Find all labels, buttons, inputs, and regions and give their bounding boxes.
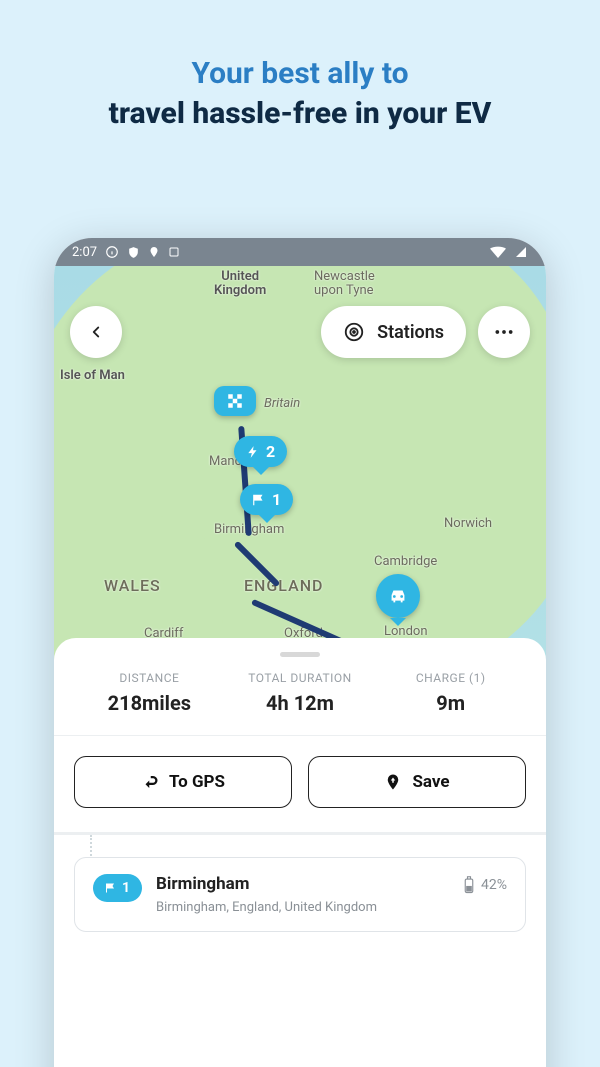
metric-value: 9m	[375, 691, 526, 715]
map-toolbar: Stations	[54, 306, 546, 358]
map[interactable]: United Kingdom Newcastle upon Tyne Isle …	[54, 266, 546, 666]
metrics-row: DISTANCE 218miles TOTAL DURATION 4h 12m …	[54, 671, 546, 735]
more-button[interactable]	[478, 306, 530, 358]
stations-button[interactable]: Stations	[321, 306, 466, 358]
metric-label: TOTAL DURATION	[225, 671, 376, 685]
location-icon	[148, 246, 160, 258]
map-label: Britain	[264, 396, 300, 411]
map-label: WALES	[104, 576, 161, 595]
sheet-grabber[interactable]	[280, 652, 320, 657]
charge-marker[interactable]: 2	[234, 436, 287, 467]
waypoint-card[interactable]: 1 Birmingham Birmingham, England, United…	[74, 857, 526, 932]
divider	[54, 735, 546, 736]
waypoint-text: Birmingham Birmingham, England, United K…	[156, 874, 449, 915]
battery-icon	[463, 876, 475, 894]
status-bar: 2:07	[54, 238, 546, 266]
waypoint-list: 1 Birmingham Birmingham, England, United…	[54, 857, 546, 932]
back-button[interactable]	[70, 306, 122, 358]
signal-icon	[514, 246, 528, 258]
to-gps-label: To GPS	[169, 772, 225, 792]
chevron-left-icon	[87, 323, 105, 341]
divider	[54, 832, 546, 835]
map-label: United Kingdom	[214, 270, 266, 299]
save-label: Save	[412, 772, 449, 792]
promo-page: Your best ally to travel hassle-free in …	[0, 0, 600, 1067]
wifi-icon	[490, 246, 506, 258]
metric-duration: TOTAL DURATION 4h 12m	[225, 671, 376, 715]
save-button[interactable]: Save	[308, 756, 526, 808]
more-icon	[494, 329, 514, 335]
save-icon	[384, 773, 402, 791]
metric-label: DISTANCE	[74, 671, 225, 685]
phone-mock: 2:07	[54, 238, 546, 1067]
headline: Your best ally to travel hassle-free in …	[0, 0, 600, 133]
map-label: London	[384, 624, 428, 639]
waypoint-marker[interactable]: 1	[240, 484, 293, 515]
square-icon	[168, 246, 180, 258]
map-label: Newcastle upon Tyne	[314, 270, 375, 299]
status-time: 2:07	[72, 245, 97, 260]
car-marker[interactable]	[376, 574, 420, 618]
metric-charge: CHARGE (1) 9m	[375, 671, 526, 715]
waypoint-title: Birmingham	[156, 874, 449, 894]
to-gps-button[interactable]: To GPS	[74, 756, 292, 808]
metric-label: CHARGE (1)	[375, 671, 526, 685]
target-icon	[343, 321, 365, 343]
waypoint-marker-count: 1	[272, 490, 281, 509]
stations-label: Stations	[377, 322, 444, 343]
metric-distance: DISTANCE 218miles	[74, 671, 225, 715]
metric-value: 4h 12m	[225, 691, 376, 715]
map-label: Norwich	[444, 516, 492, 531]
actions-row: To GPS Save	[54, 756, 546, 832]
flag-icon	[105, 882, 117, 894]
metric-value: 218miles	[74, 691, 225, 715]
destination-marker[interactable]	[214, 386, 256, 416]
route-icon	[141, 773, 159, 791]
headline-line2: travel hassle-free in your EV	[40, 95, 560, 133]
headline-line1: Your best ally to	[40, 56, 560, 91]
waypoint-subtitle: Birmingham, England, United Kingdom	[156, 900, 449, 915]
bottom-sheet: DISTANCE 218miles TOTAL DURATION 4h 12m …	[54, 638, 546, 1067]
info-icon	[105, 245, 119, 259]
map-label: Isle of Man	[60, 368, 125, 383]
waypoint-badge: 1	[93, 874, 142, 902]
battery-percent: 42%	[481, 877, 507, 893]
waypoint-number: 1	[122, 880, 130, 896]
charge-marker-count: 2	[266, 442, 275, 461]
map-label: ENGLAND	[244, 576, 323, 595]
map-label: Cambridge	[374, 554, 437, 569]
waypoint-battery: 42%	[463, 876, 507, 894]
shield-icon	[127, 246, 140, 259]
